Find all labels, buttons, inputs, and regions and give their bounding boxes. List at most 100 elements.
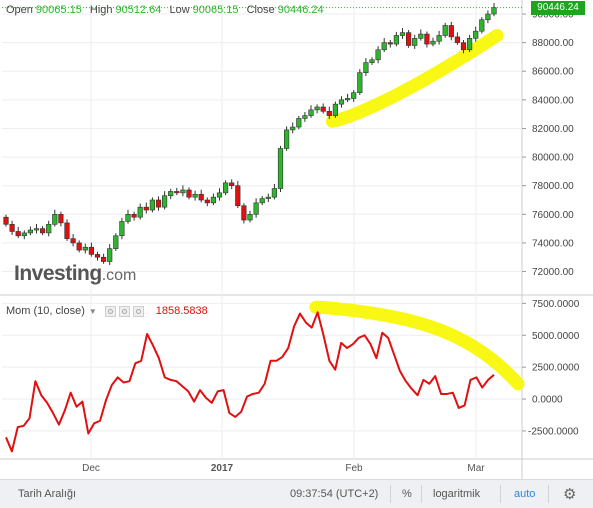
candle-body: [290, 126, 296, 131]
gear-icon[interactable]: ⚙: [563, 486, 577, 503]
price-tick-label: 82000.00: [532, 124, 574, 135]
price-tick-label: 72000.00: [532, 267, 574, 278]
candle-body: [88, 246, 94, 255]
clock-time: 09:37:54 (UTC+2): [290, 488, 379, 500]
momentum-label: Mom (10, close): [6, 305, 85, 317]
investing-logo: Investing.com: [14, 262, 136, 286]
footer-divider: [421, 485, 422, 503]
candle-body: [223, 182, 229, 194]
footer-divider: [390, 485, 391, 503]
candle-body: [351, 92, 357, 99]
indicator-close-icon[interactable]: [132, 305, 144, 317]
indicator-settings-icon[interactable]: [104, 305, 116, 317]
x-tick-label: Mar: [467, 463, 485, 474]
candle-body: [308, 109, 314, 116]
candle-body: [155, 199, 162, 208]
candle-body: [204, 199, 210, 204]
axes: Dec 2017 Feb Mar 72000.00 74000.00 76000.00 780…: [82, 10, 580, 474]
candle-body: [76, 242, 82, 251]
candle-body: [235, 185, 241, 207]
price-tick-label: 78000.00: [532, 181, 574, 192]
candle-body: [94, 254, 101, 258]
candle-body: [460, 42, 467, 51]
candle-body: [296, 118, 302, 128]
candle-body: [58, 214, 64, 224]
candle-body: [168, 191, 174, 197]
candle-body: [283, 129, 290, 149]
candle-body: [302, 115, 308, 119]
candle-body: [70, 238, 76, 244]
candle-body: [253, 202, 259, 215]
last-price-tag: 90446.24: [531, 0, 585, 15]
x-tick-label: 2017: [211, 463, 234, 474]
ohlc-close-label: Close: [246, 4, 275, 16]
ohlc-low-label: Low: [169, 4, 190, 16]
candle-body: [363, 62, 369, 73]
momentum-tick-label: 5000.0000: [532, 331, 580, 342]
x-tick-label: Dec: [82, 463, 100, 474]
candle-body: [3, 216, 9, 225]
candle-body: [174, 191, 180, 194]
candle-body: [454, 36, 461, 43]
candle-body: [265, 196, 271, 199]
price-tick-label: 76000.00: [532, 210, 574, 221]
auto-scale-toggle[interactable]: auto: [514, 488, 536, 500]
candle-body: [210, 196, 217, 204]
log-scale-toggle[interactable]: logaritmik: [433, 488, 481, 500]
candle-body: [162, 195, 168, 208]
highlight-stroke-price: [325, 28, 504, 128]
x-tick-label: Feb: [345, 463, 363, 474]
candle-body: [229, 182, 235, 186]
percent-toggle[interactable]: %: [402, 488, 412, 500]
indicator-visibility-icon[interactable]: [118, 305, 130, 317]
footer-divider: [500, 485, 501, 503]
momentum-legend: Mom (10, close) ▼ 1858.5838: [6, 305, 208, 317]
candle-body: [46, 224, 52, 234]
price-tick-label: 80000.00: [532, 153, 574, 164]
candle-body: [314, 106, 320, 111]
price-tick-label: 84000.00: [532, 95, 574, 106]
ohlc-high-label: High: [89, 4, 113, 16]
candle-body: [381, 42, 387, 51]
chart-canvas[interactable]: Dec 2017 Feb Mar 72000.00 74000.00 76000.00 780…: [0, 0, 593, 479]
candle-body: [277, 148, 284, 189]
candle-body: [131, 214, 137, 218]
candle-body: [466, 38, 473, 51]
candle-body: [64, 222, 70, 239]
candle-body: [332, 103, 339, 116]
momentum-tick-label: -2500.0000: [528, 426, 579, 437]
highlight-stroke-momentum: [309, 300, 525, 391]
momentum-tick-label: 2500.0000: [532, 363, 580, 374]
candle-body: [448, 25, 454, 38]
price-tick-label: 86000.00: [532, 67, 574, 78]
price-tick-label: 90000.00: [532, 10, 574, 21]
candle-body: [180, 189, 186, 194]
candle-body: [33, 228, 40, 231]
candle-body: [101, 256, 107, 262]
momentum-tick-label: 0.0000: [532, 395, 563, 406]
ohlc-open-label: Open: [6, 4, 33, 16]
candle-body: [442, 25, 448, 36]
date-range-button[interactable]: Tarih Aralığı: [18, 488, 77, 500]
candle-body: [375, 49, 381, 61]
candle-body: [15, 231, 21, 237]
candle-body: [393, 35, 400, 45]
candle-body: [271, 188, 278, 198]
candle-body: [424, 33, 430, 45]
candle-body: [113, 235, 119, 249]
candle-body: [192, 193, 198, 198]
candle-body: [357, 72, 363, 94]
chevron-down-icon[interactable]: ▼: [88, 306, 97, 316]
logo-brand: Investing: [14, 262, 102, 285]
candle-body: [436, 35, 442, 42]
chart-footer: Tarih Aralığı 09:37:54 (UTC+2) % logarit…: [0, 479, 593, 508]
footer-divider: [548, 485, 549, 503]
candle-body: [344, 98, 351, 101]
candle-body: [326, 111, 332, 116]
grid-lines: [0, 0, 593, 479]
price-tick-label: 88000.00: [532, 38, 574, 49]
momentum-tick-label: 7500.0000: [532, 299, 580, 310]
candle-body: [387, 42, 393, 45]
candle-body: [430, 40, 436, 45]
candle-body: [52, 214, 58, 225]
